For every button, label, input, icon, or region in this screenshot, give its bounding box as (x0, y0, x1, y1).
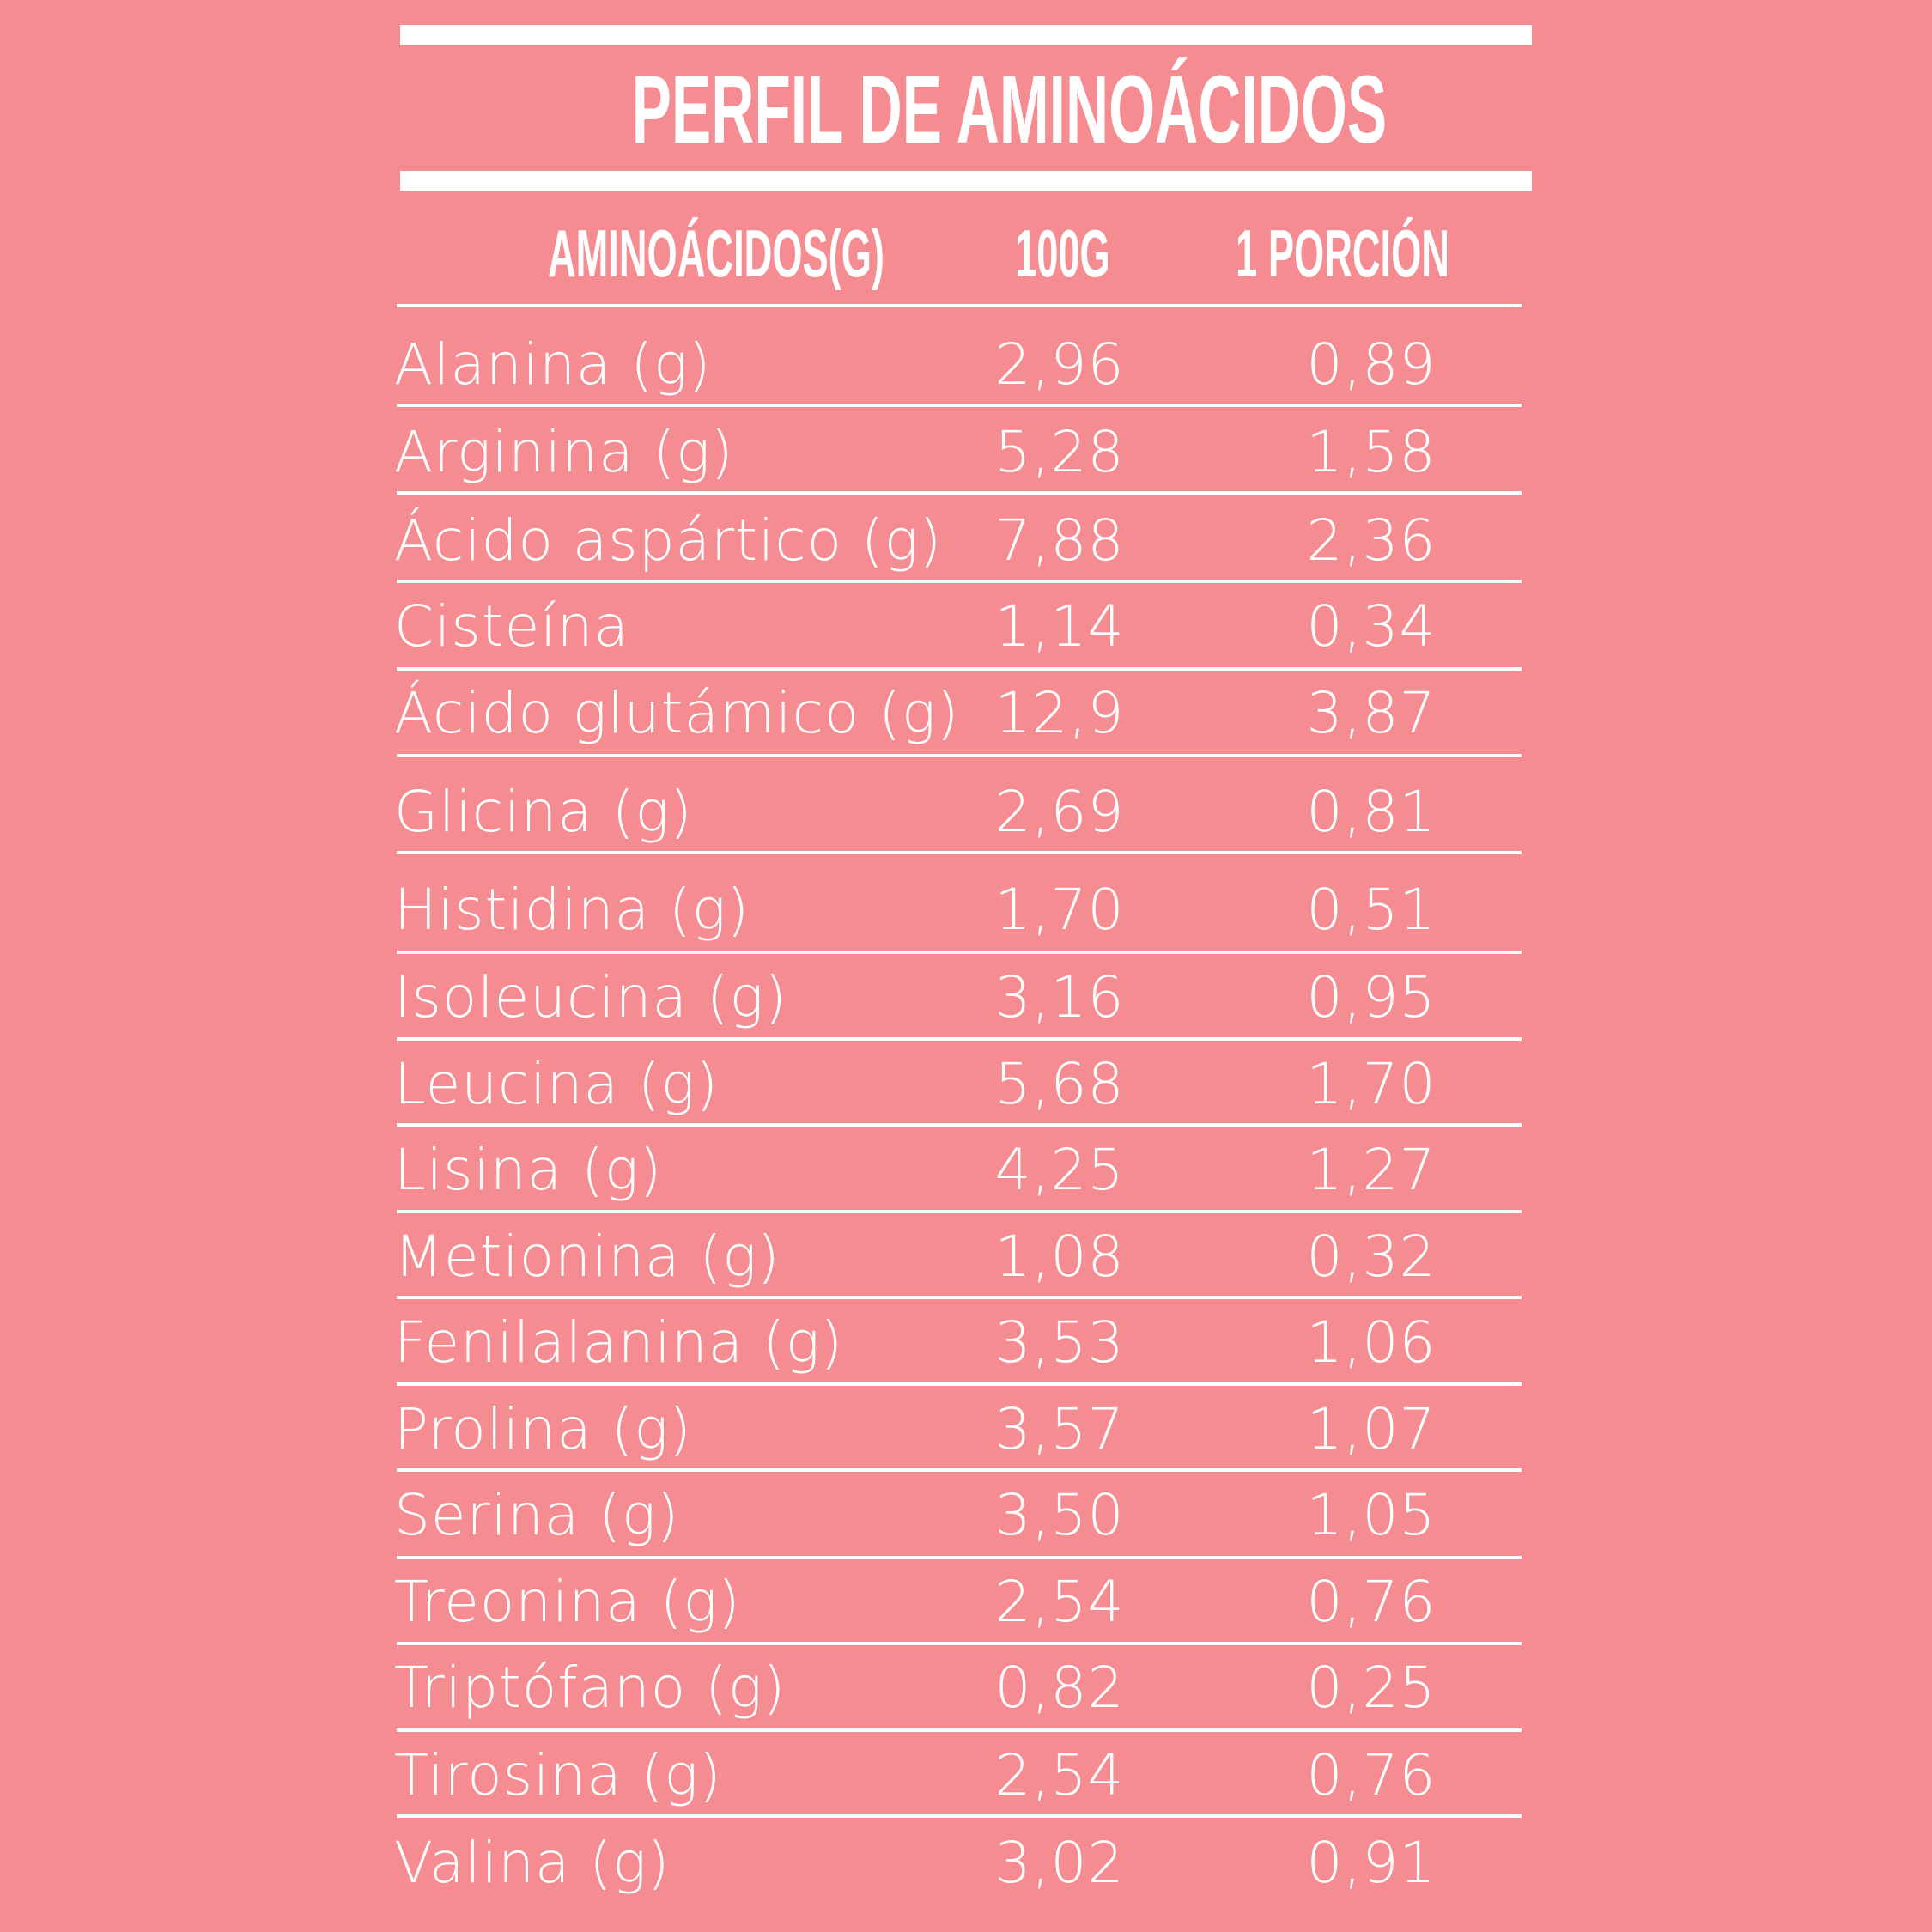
value-portion: 1,07 (1306, 1395, 1437, 1462)
row-divider (397, 491, 1522, 495)
row-divider (397, 1382, 1522, 1386)
row-divider (397, 667, 1522, 671)
amino-acid-name: Isoleucina (g) (394, 964, 787, 1031)
value-portion: 0,91 (1306, 1829, 1437, 1896)
page-title: PERFIL DE AMINOÁCIDOS (400, 60, 1532, 159)
value-portion: 1,27 (1306, 1137, 1437, 1204)
header-portion: 1 PORCIÓN (1236, 216, 1450, 291)
row-divider (397, 1814, 1522, 1819)
value-100g: 5,28 (994, 418, 1125, 485)
value-100g: 12,9 (994, 679, 1125, 746)
value-100g: 2,54 (994, 1568, 1125, 1635)
amino-acid-name: Cisteína (394, 593, 629, 660)
row-divider (397, 951, 1522, 955)
row-divider (397, 753, 1522, 757)
header-aminoacids: AMINOÁCIDOS(G) (547, 216, 885, 291)
row-divider (397, 404, 1522, 408)
value-100g: 3,02 (994, 1829, 1125, 1896)
row-divider (397, 580, 1522, 584)
amino-acid-name: Fenilalanina (g) (394, 1309, 844, 1376)
value-100g: 1,08 (994, 1223, 1125, 1290)
value-portion: 1,70 (1306, 1050, 1437, 1117)
value-portion: 0,34 (1306, 593, 1437, 660)
amino-acid-name: Lisina (g) (394, 1137, 663, 1204)
value-portion: 0,76 (1306, 1568, 1437, 1635)
row-divider (397, 851, 1522, 855)
value-100g: 2,54 (994, 1741, 1125, 1808)
value-portion: 1,58 (1306, 418, 1437, 485)
amino-acid-name: Tirosina (g) (394, 1741, 722, 1808)
value-100g: 5,68 (994, 1050, 1125, 1117)
value-portion: 1,06 (1306, 1309, 1437, 1376)
value-100g: 4,25 (994, 1137, 1125, 1204)
value-portion: 0,25 (1306, 1654, 1437, 1721)
row-divider (397, 1296, 1522, 1300)
row-divider (397, 1123, 1522, 1127)
amino-acid-name: Arginina (g) (394, 418, 734, 485)
value-portion: 0,89 (1306, 331, 1437, 398)
value-portion: 0,32 (1306, 1223, 1437, 1290)
value-100g: 3,16 (994, 964, 1125, 1031)
amino-acid-name: Alanina (g) (394, 331, 712, 398)
amino-acid-name: Treonina (g) (394, 1568, 741, 1635)
value-100g: 3,50 (994, 1482, 1125, 1549)
value-portion: 0,95 (1306, 964, 1437, 1031)
amino-acid-name: Glicina (g) (394, 778, 693, 845)
row-divider (397, 1555, 1522, 1559)
header-100g: 100G (1014, 216, 1110, 291)
value-100g: 1,14 (994, 593, 1125, 660)
value-100g: 2,69 (994, 778, 1125, 845)
row-divider (397, 303, 1522, 307)
amino-acid-name: Histidina (g) (394, 877, 750, 944)
amino-acid-name: Serina (g) (394, 1482, 680, 1549)
amino-acid-name: Ácido glutámico (g) (394, 679, 960, 746)
amino-acid-name: Leucina (g) (394, 1050, 720, 1117)
row-divider (397, 1209, 1522, 1213)
row-divider (397, 1467, 1522, 1472)
row-divider (397, 1728, 1522, 1732)
value-portion: 2,36 (1306, 507, 1437, 574)
row-divider (397, 1642, 1522, 1646)
value-100g: 3,53 (994, 1309, 1125, 1376)
value-100g: 7,88 (994, 507, 1125, 574)
amino-acid-name: Triptófano (g) (394, 1654, 787, 1721)
value-100g: 1,70 (994, 877, 1125, 944)
top-divider (400, 25, 1532, 45)
value-100g: 3,57 (994, 1395, 1125, 1462)
amino-acid-name: Valina (g) (394, 1829, 671, 1896)
amino-acid-name: Prolina (g) (394, 1395, 692, 1462)
value-portion: 3,87 (1306, 679, 1437, 746)
value-100g: 2,96 (994, 331, 1125, 398)
amino-acid-name: Ácido aspártico (g) (394, 507, 943, 574)
value-portion: 0,76 (1306, 1741, 1437, 1808)
value-portion: 0,51 (1306, 877, 1437, 944)
title-divider (400, 171, 1532, 191)
amino-acid-name: Metionina (g) (394, 1223, 781, 1290)
value-portion: 0,81 (1306, 778, 1437, 845)
row-divider (397, 1036, 1522, 1041)
value-portion: 1,05 (1306, 1482, 1437, 1549)
title-text: PERFIL DE AMINOÁCIDOS (631, 56, 1388, 163)
value-100g: 0,82 (994, 1654, 1125, 1721)
